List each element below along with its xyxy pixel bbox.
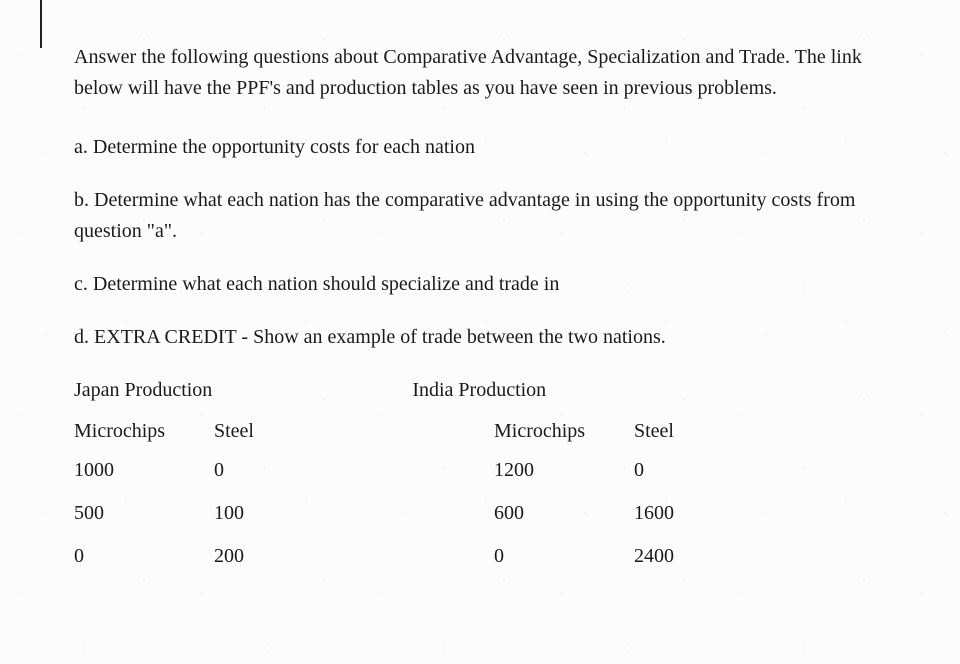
production-labels-row: Japan Production India Production xyxy=(74,379,900,402)
question-a: a. Determine the opportunity costs for e… xyxy=(74,132,900,163)
question-b: b. Determine what each nation has the co… xyxy=(74,185,900,247)
table-row: 1200 0 xyxy=(494,459,754,482)
question-c: c. Determine what each nation should spe… xyxy=(74,269,900,300)
japan-table: Microchips Steel 1000 0 500 100 0 200 xyxy=(74,420,334,588)
table-row: 0 2400 xyxy=(494,545,754,568)
india-table: Microchips Steel 1200 0 600 1600 0 2400 xyxy=(494,420,754,588)
japan-steel-1: 100 xyxy=(214,502,334,525)
table-row: 1000 0 xyxy=(74,459,334,482)
india-microchips-2: 0 xyxy=(494,545,634,568)
intro-paragraph: Answer the following questions about Com… xyxy=(74,42,900,104)
table-row: 0 200 xyxy=(74,545,334,568)
japan-microchips-1: 500 xyxy=(74,502,214,525)
india-microchips-1: 600 xyxy=(494,502,634,525)
question-d: d. EXTRA CREDIT - Show an example of tra… xyxy=(74,322,900,353)
india-microchips-0: 1200 xyxy=(494,459,634,482)
japan-col-microchips: Microchips xyxy=(74,420,214,443)
india-label: India Production xyxy=(412,379,546,402)
japan-microchips-0: 1000 xyxy=(74,459,214,482)
table-row: 500 100 xyxy=(74,502,334,525)
japan-microchips-2: 0 xyxy=(74,545,214,568)
india-col-steel: Steel xyxy=(634,420,754,443)
document-page: Answer the following questions about Com… xyxy=(0,0,960,608)
japan-label: Japan Production xyxy=(74,379,212,402)
india-header-row: Microchips Steel xyxy=(494,420,754,443)
table-row: 600 1600 xyxy=(494,502,754,525)
india-steel-1: 1600 xyxy=(634,502,754,525)
production-tables: Microchips Steel 1000 0 500 100 0 200 Mi… xyxy=(74,420,900,588)
japan-steel-0: 0 xyxy=(214,459,334,482)
india-steel-2: 2400 xyxy=(634,545,754,568)
japan-header-row: Microchips Steel xyxy=(74,420,334,443)
india-steel-0: 0 xyxy=(634,459,754,482)
japan-steel-2: 200 xyxy=(214,545,334,568)
india-col-microchips: Microchips xyxy=(494,420,634,443)
japan-col-steel: Steel xyxy=(214,420,334,443)
